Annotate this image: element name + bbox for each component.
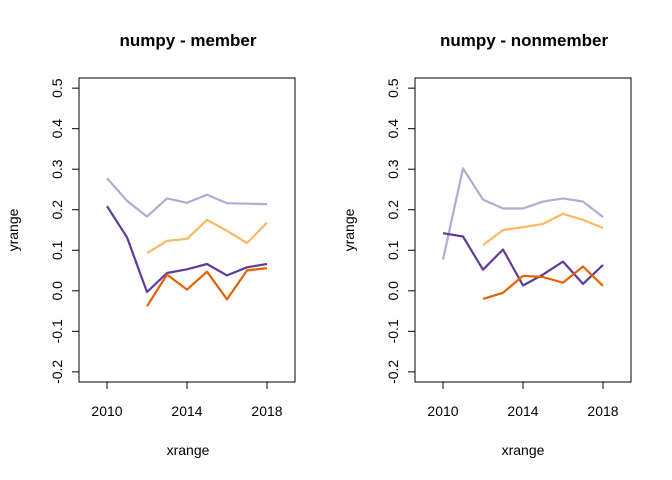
x-tick-label: 2014 xyxy=(507,403,538,419)
y-tick-label: 0.1 xyxy=(385,240,401,260)
y-axis: -0.2 -0.1 0.0 0.1 0.2 0.3 0.4 0.5 xyxy=(385,78,415,384)
series-line xyxy=(106,205,268,294)
y-tick-label: 0.5 xyxy=(49,78,65,98)
y-tick-label: 0.3 xyxy=(385,159,401,179)
series-line xyxy=(482,212,604,246)
x-tick-label: 2010 xyxy=(91,403,122,419)
y-tick-label: -0.1 xyxy=(385,319,401,343)
x-tick-label: 2018 xyxy=(251,403,282,419)
y-tick-label: 0.0 xyxy=(385,281,401,301)
plot-frame xyxy=(414,77,632,383)
x-tick-label: 2014 xyxy=(171,403,202,419)
y-tick-label: 0.4 xyxy=(49,119,65,139)
y-tick-label: -0.2 xyxy=(49,360,65,384)
y-tick-label: 0.1 xyxy=(49,240,65,260)
member-panel: numpy - member 2010 2014 2018 -0.2 -0.1 0.0 0… xyxy=(5,31,296,458)
series-lines xyxy=(441,167,604,300)
series-line xyxy=(482,265,604,300)
plot-frame xyxy=(78,77,296,383)
x-axis-label: xrange xyxy=(167,442,210,458)
series-line xyxy=(106,177,268,218)
y-axis-label: yrange xyxy=(341,208,357,251)
y-tick-label: 0.4 xyxy=(385,119,401,139)
x-axis-label: xrange xyxy=(502,442,545,458)
y-tick-label: 0.0 xyxy=(49,281,65,301)
y-tick-label: 0.2 xyxy=(385,200,401,220)
chart-title: numpy - nonmember xyxy=(440,31,609,50)
y-axis: -0.2 -0.1 0.0 0.1 0.2 0.3 0.4 0.5 xyxy=(49,78,79,384)
series-line xyxy=(146,267,268,307)
nonmember-panel: numpy - nonmember 2010 2014 2018 -0.2 -0.1 0… xyxy=(341,31,632,458)
x-tick-label: 2018 xyxy=(587,403,618,419)
y-axis-label: yrange xyxy=(5,208,21,251)
series-line xyxy=(442,232,604,287)
x-axis: 2010 2014 2018 xyxy=(91,382,283,419)
y-tick-label: -0.1 xyxy=(49,319,65,343)
y-tick-label: 0.3 xyxy=(49,159,65,179)
series-line xyxy=(146,218,268,255)
y-tick-label: 0.5 xyxy=(385,78,401,98)
x-axis: 2010 2014 2018 xyxy=(427,382,619,419)
series-lines xyxy=(106,177,268,307)
chart-title: numpy - member xyxy=(120,31,257,50)
x-tick-label: 2010 xyxy=(427,403,458,419)
y-tick-label: 0.2 xyxy=(49,200,65,220)
y-tick-label: -0.2 xyxy=(385,360,401,384)
series-line xyxy=(441,167,604,260)
